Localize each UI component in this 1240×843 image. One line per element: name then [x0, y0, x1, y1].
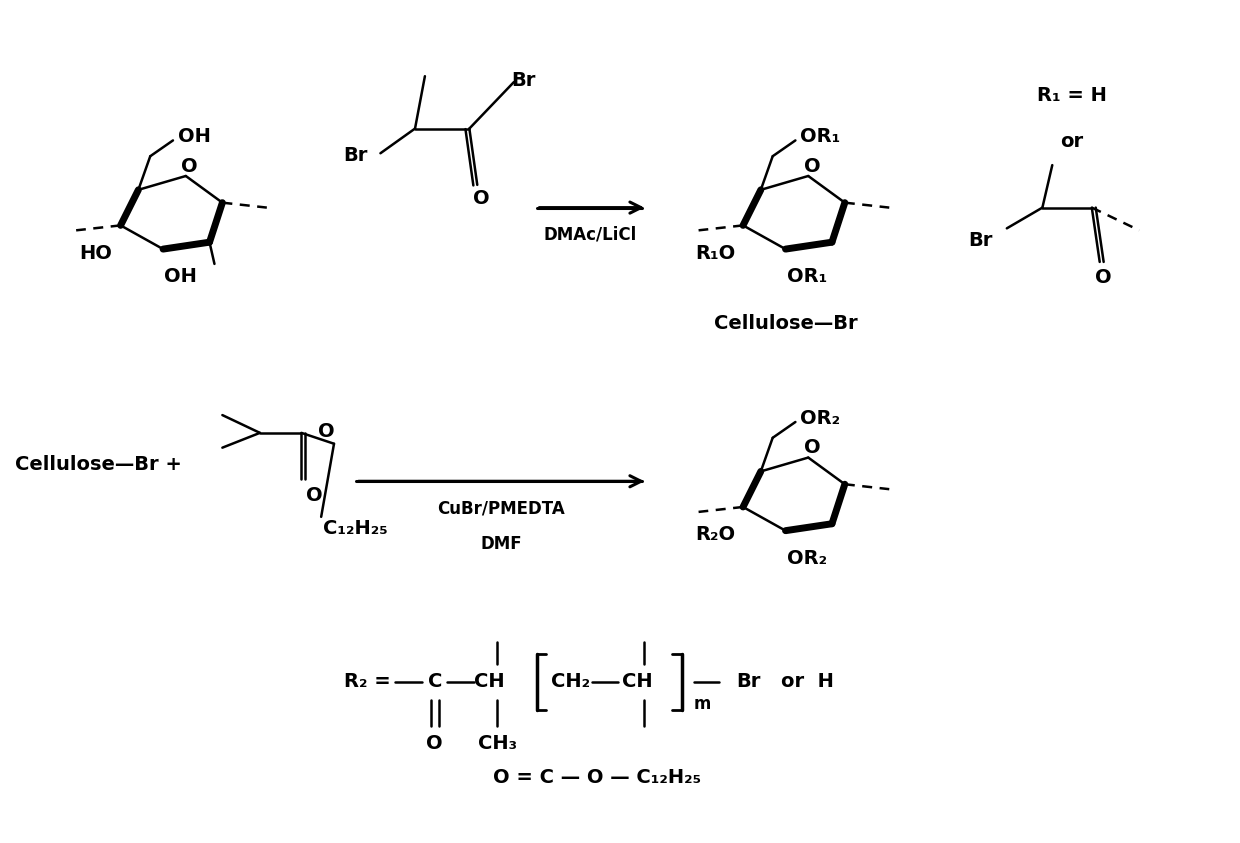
Text: R₂ =: R₂ = — [343, 673, 391, 691]
Text: R₁O: R₁O — [696, 244, 735, 262]
Text: Br: Br — [968, 231, 992, 250]
Text: O = C — O — C₁₂H₂₅: O = C — O — C₁₂H₂₅ — [492, 768, 701, 787]
Text: CuBr/PMEDTA: CuBr/PMEDTA — [438, 500, 565, 518]
Text: O: O — [472, 189, 490, 208]
Text: Br: Br — [737, 673, 760, 691]
Text: OR₁: OR₁ — [800, 127, 841, 146]
Text: O: O — [317, 422, 335, 442]
Text: m: m — [693, 695, 711, 712]
Text: OR₁: OR₁ — [787, 267, 827, 287]
Text: Cellulose—Br: Cellulose—Br — [714, 314, 857, 333]
Text: O: O — [306, 486, 322, 505]
Text: OR₂: OR₂ — [787, 549, 827, 568]
Text: Br: Br — [343, 146, 368, 164]
Text: OR₂: OR₂ — [800, 409, 841, 427]
Text: CH: CH — [474, 673, 505, 691]
Text: Cellulose—Br +: Cellulose—Br + — [15, 455, 182, 474]
Text: O: O — [181, 157, 198, 175]
Text: CH₃: CH₃ — [477, 733, 517, 753]
Text: O: O — [427, 733, 443, 753]
Text: O: O — [1095, 268, 1112, 287]
Text: HO: HO — [79, 244, 113, 262]
Text: C₁₂H₂₅: C₁₂H₂₅ — [324, 519, 388, 538]
Text: OH: OH — [179, 127, 211, 146]
Text: R₂O: R₂O — [696, 525, 735, 544]
Text: C: C — [428, 673, 441, 691]
Text: Br: Br — [512, 71, 536, 89]
Text: O: O — [804, 438, 821, 457]
Text: CH₂: CH₂ — [551, 673, 590, 691]
Text: R₁ = H: R₁ = H — [1037, 87, 1107, 105]
Text: DMAc/LiCl: DMAc/LiCl — [543, 225, 636, 244]
Text: DMF: DMF — [480, 534, 522, 552]
Text: or: or — [1060, 132, 1084, 151]
Text: CH: CH — [622, 673, 652, 691]
Text: or  H: or H — [781, 673, 833, 691]
Text: O: O — [804, 157, 821, 175]
Text: OH: OH — [165, 267, 197, 287]
